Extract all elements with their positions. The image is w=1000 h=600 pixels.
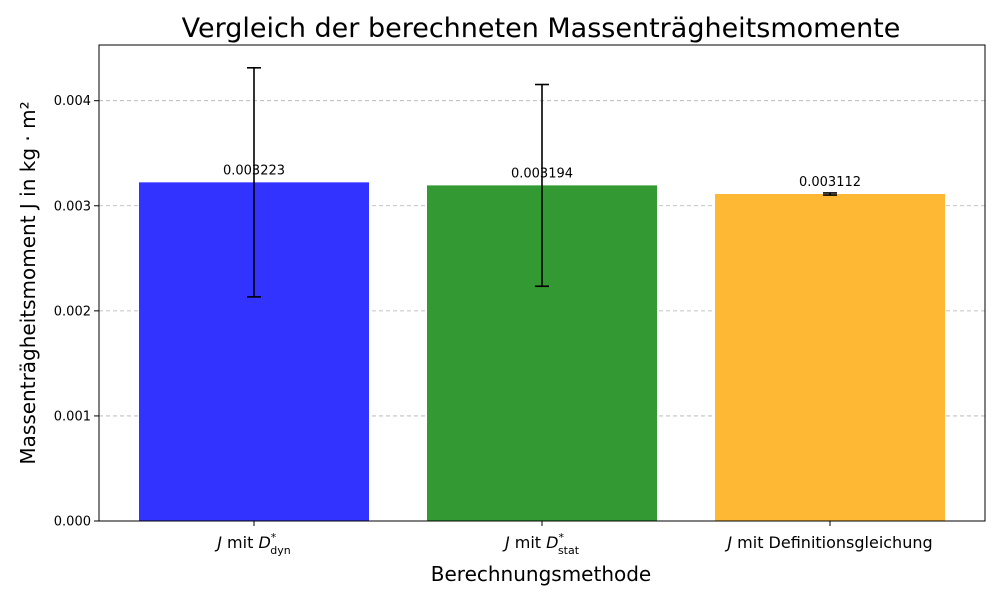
x-tick-label: J mit D* stat [502,531,580,557]
data-label: 0.003112 [799,175,861,190]
x-axis-ticks: J mit D* dyn J mit D* stat J mit Definitions… [214,521,933,557]
data-label: 0.003223 [223,163,285,178]
x-tick-label: J mit D* dyn [214,531,291,557]
data-label: 0.003194 [511,166,573,181]
error-bars [247,67,837,298]
chart-title: Vergleich der berechneten Massenträgheit… [182,13,901,44]
x-tick-label: J mit Definitionsgleichung [724,533,932,552]
data-labels: 0.003223 0.003194 0.003112 [223,163,861,190]
y-tick-label: 0.001 [54,409,91,424]
y-axis-label: Massenträgheitsmoment J in kg · m² [16,101,40,464]
y-axis-ticks: 0.000 0.001 0.002 0.003 0.004 [54,94,99,530]
bars [139,182,945,521]
y-tick-label: 0.000 [54,515,91,530]
y-tick-label: 0.003 [54,199,91,214]
y-tick-label: 0.004 [54,94,91,109]
bar [715,193,945,521]
x-axis-label: Berechnungsmethode [431,562,651,586]
y-tick-label: 0.002 [54,304,91,319]
